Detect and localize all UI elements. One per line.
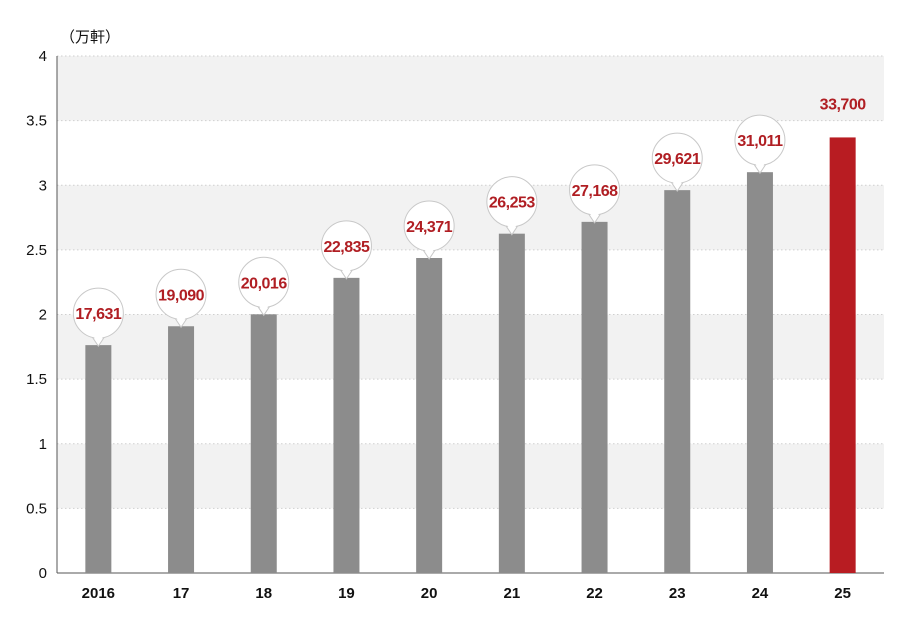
data-label-18: 20,016: [241, 275, 288, 292]
grid-band: [57, 185, 884, 250]
x-tick-label: 25: [834, 585, 851, 602]
x-tick-label: 23: [669, 585, 686, 602]
callout-22: 27,168: [569, 164, 621, 224]
grid-band: [57, 443, 884, 509]
y-tick-label: 3.5: [26, 113, 47, 130]
callout-pointer-fill: [589, 212, 600, 221]
bar-2016: [85, 345, 112, 573]
data-label-2016: 17,631: [75, 306, 122, 323]
grid-band: [57, 314, 884, 380]
y-tick-label: 0.5: [26, 500, 47, 517]
data-label-19: 22,835: [323, 239, 370, 256]
bar-24: [746, 172, 773, 573]
data-label-22: 27,168: [572, 183, 619, 200]
data-label-23: 29,621: [654, 151, 701, 168]
callout-19: 22,835: [320, 220, 372, 280]
y-tick-label: 2.5: [26, 242, 47, 259]
data-label-17: 19,090: [158, 287, 205, 304]
y-tick-label: 4: [39, 48, 47, 65]
data-label-25: 33,700: [820, 96, 867, 113]
y-tick-label: 3: [39, 177, 47, 194]
data-label-20: 24,371: [406, 219, 453, 236]
x-tick-label: 20: [421, 585, 438, 602]
bar-23: [664, 190, 691, 574]
x-tick-label: 2016: [82, 585, 115, 602]
x-tick-labels: 2016 17 18 19 20 21 22 23 24 25: [82, 585, 851, 602]
y-tick-labels: 0 0.5 1 1.5 2 2.5 3 3.5 4: [26, 48, 47, 582]
callout-pointer-fill: [93, 336, 104, 345]
callout-2016: 17,631: [72, 287, 124, 348]
callout-pointer-fill: [341, 268, 352, 277]
callout-pointer-fill: [176, 317, 187, 326]
bars: [85, 137, 856, 574]
data-label-callouts: 17,631 19,090 20,016 22,835 24,371 26,253 27,1…: [72, 96, 867, 348]
callout-17: 19,090: [155, 268, 207, 329]
callout-18: 20,016: [238, 256, 290, 317]
grid-band: [57, 56, 884, 121]
callout-20: 24,371: [403, 200, 455, 260]
y-tick-label: 2: [39, 307, 47, 324]
x-tick-label: 19: [338, 585, 355, 602]
data-label-21: 26,253: [489, 195, 536, 212]
callout-pointer-fill: [754, 163, 765, 172]
y-axis-unit-label: （万軒）: [60, 28, 120, 46]
y-tick-label: 1: [39, 436, 47, 453]
x-tick-label: 21: [504, 585, 521, 602]
callout-21: 26,253: [486, 176, 538, 236]
bar-25: [829, 137, 856, 574]
x-tick-label: 17: [173, 585, 190, 602]
callout-pointer-fill: [424, 249, 435, 258]
callout-23: 29,621: [651, 132, 703, 193]
bar-21: [498, 233, 525, 573]
y-tick-label: 0: [39, 565, 47, 582]
callout-pointer-fill: [506, 224, 517, 233]
x-tick-label: 18: [255, 585, 272, 602]
data-label-24: 31,011: [737, 133, 783, 150]
callout-24: 31,011: [734, 114, 786, 175]
callout-pointer-fill: [258, 305, 269, 314]
bar-22: [581, 221, 608, 573]
x-tick-label: 24: [752, 585, 769, 602]
bar-18: [250, 314, 277, 573]
bar-19: [333, 277, 360, 573]
grid-bands: [57, 56, 884, 509]
y-tick-label: 1.5: [26, 371, 47, 388]
callout-pointer-fill: [672, 181, 683, 190]
bar-17: [168, 326, 195, 573]
bar-20: [416, 258, 443, 573]
x-tick-label: 22: [586, 585, 603, 602]
